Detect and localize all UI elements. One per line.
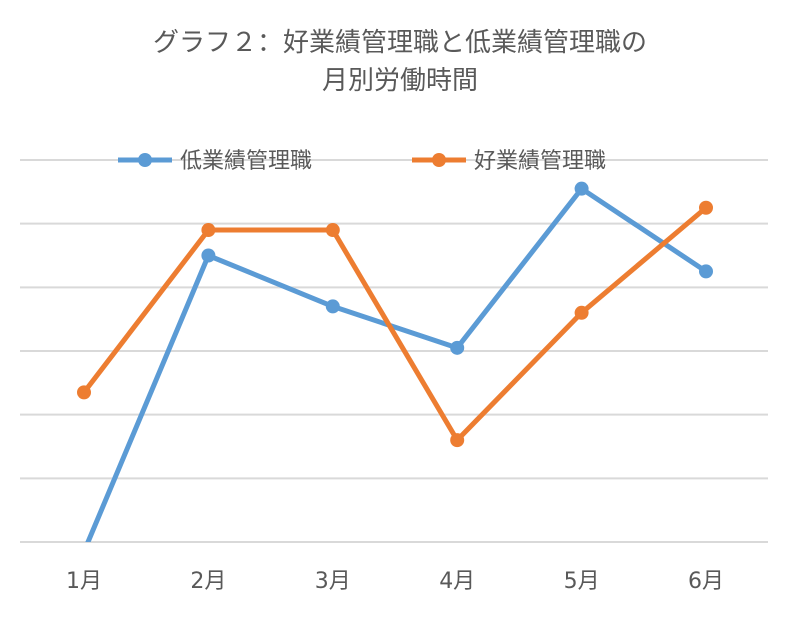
x-tick-label: 5月 <box>564 569 600 594</box>
series-1 <box>77 181 713 559</box>
data-point <box>201 223 216 238</box>
series-2 <box>77 200 713 448</box>
chart-title-line-1: グラフ２：好業績管理職と低業績管理職の <box>152 28 647 58</box>
chart-title: グラフ２：好業績管理職と低業績管理職の 月別労働時間 <box>0 24 800 100</box>
series-line <box>85 186 708 542</box>
legend-label: 低業績管理職 <box>180 149 312 174</box>
data-point <box>699 200 713 215</box>
data-point <box>574 181 589 196</box>
data-point <box>325 223 340 238</box>
data-point <box>77 385 91 400</box>
legend-item-1: 低業績管理職 <box>118 149 312 174</box>
legend-marker <box>138 153 152 167</box>
series-layer <box>77 181 713 559</box>
data-point <box>450 340 465 355</box>
data-point <box>574 305 589 320</box>
x-tick-label: 6月 <box>688 569 724 594</box>
data-point <box>325 299 340 314</box>
chart-title-line-2: 月別労働時間 <box>321 66 478 96</box>
legend: 低業績管理職 好業績管理職 <box>118 149 606 174</box>
x-tick-label: 3月 <box>315 569 351 594</box>
gridlines <box>20 159 768 543</box>
data-point <box>699 264 713 279</box>
data-point <box>77 545 91 559</box>
data-point <box>450 433 465 448</box>
legend-marker <box>432 153 446 167</box>
x-axis-ticks: 1月 2月 3月 4月 5月 6月 <box>66 569 724 594</box>
legend-label: 好業績管理職 <box>474 149 606 174</box>
x-tick-label: 1月 <box>66 569 102 594</box>
legend-item-2: 好業績管理職 <box>412 149 606 174</box>
x-tick-label: 2月 <box>190 569 226 594</box>
data-point <box>201 248 216 263</box>
x-tick-label: 4月 <box>439 569 475 594</box>
series-line <box>82 205 708 443</box>
